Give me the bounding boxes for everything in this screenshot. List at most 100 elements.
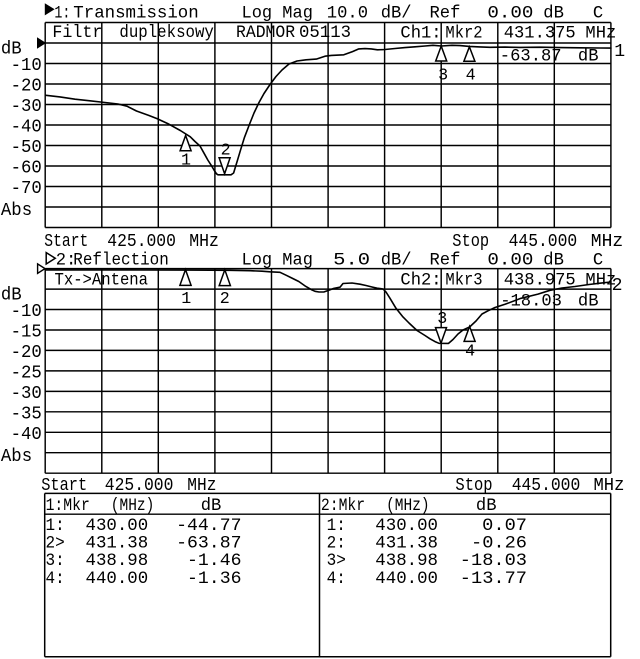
svg-text:Transmission: Transmission <box>73 4 198 23</box>
svg-text:dB: dB <box>1 39 22 59</box>
svg-text:-50: -50 <box>11 138 42 158</box>
svg-text:425.000: 425.000 <box>107 232 176 252</box>
svg-text:Mkr2: Mkr2 <box>445 24 482 43</box>
svg-text:2:: 2: <box>327 535 346 554</box>
svg-text:-20: -20 <box>11 343 42 363</box>
svg-text:RADMOR: RADMOR <box>236 24 295 43</box>
svg-text:2: 2 <box>612 276 623 296</box>
svg-text:MHz: MHz <box>585 272 616 291</box>
svg-text:C: C <box>593 4 603 23</box>
svg-text:Tx->Antena: Tx->Antena <box>55 272 149 291</box>
svg-text:0.00: 0.00 <box>487 4 533 23</box>
svg-text:-30: -30 <box>11 384 42 404</box>
svg-text:Reflection: Reflection <box>73 251 169 270</box>
svg-text:dB: dB <box>476 497 497 516</box>
svg-text:dB: dB <box>201 497 222 516</box>
svg-text:(MHz): (MHz) <box>111 497 155 516</box>
svg-text:-25: -25 <box>11 364 42 384</box>
svg-text:3>: 3> <box>327 552 346 571</box>
svg-text:4: 4 <box>465 343 475 362</box>
svg-text:1: 1 <box>614 42 625 62</box>
svg-text:dB: dB <box>578 293 599 312</box>
svg-text:431.375: 431.375 <box>504 24 576 43</box>
svg-text:-63.87: -63.87 <box>500 48 562 67</box>
svg-text:-63.87: -63.87 <box>176 535 241 554</box>
svg-text:0.07: 0.07 <box>482 517 527 536</box>
svg-text:MHz: MHz <box>189 232 219 252</box>
svg-text:Ch1:: Ch1: <box>400 24 441 43</box>
svg-text:Ref: Ref <box>430 251 461 270</box>
svg-text:Mkr3: Mkr3 <box>445 272 482 291</box>
svg-text:Log Mag: Log Mag <box>242 251 313 270</box>
svg-text:438.98: 438.98 <box>375 552 438 571</box>
svg-text:10.0: 10.0 <box>327 4 368 23</box>
svg-text:1:: 1: <box>46 517 65 536</box>
svg-text:438.975: 438.975 <box>504 272 576 291</box>
svg-text:dupleksowy: dupleksowy <box>119 24 213 43</box>
svg-text:440.00: 440.00 <box>86 570 149 589</box>
svg-text:dB/: dB/ <box>381 251 412 270</box>
svg-text:445.000: 445.000 <box>509 232 578 252</box>
svg-text:4:: 4: <box>46 570 65 589</box>
svg-text:1:: 1: <box>54 4 70 23</box>
svg-text:-30: -30 <box>11 97 42 117</box>
svg-text:438.98: 438.98 <box>86 552 149 571</box>
svg-text:Stop: Stop <box>452 232 489 252</box>
svg-text:2>: 2> <box>46 535 65 554</box>
svg-text:MHz: MHz <box>591 232 623 252</box>
svg-text:Ref: Ref <box>430 4 461 23</box>
svg-text:-1.36: -1.36 <box>187 570 242 589</box>
svg-text:Start: Start <box>41 476 87 496</box>
svg-text:-13.77: -13.77 <box>460 570 527 589</box>
svg-text:-18.03: -18.03 <box>460 552 527 571</box>
svg-text:Abs: Abs <box>1 447 32 467</box>
svg-text:-10: -10 <box>11 302 42 322</box>
svg-text:Abs: Abs <box>1 201 32 221</box>
svg-text:1: 1 <box>181 152 191 171</box>
svg-text:05113: 05113 <box>299 24 351 43</box>
svg-text:Ch2:: Ch2: <box>400 272 441 291</box>
svg-text:3: 3 <box>438 67 448 86</box>
svg-text:2:Mkr: 2:Mkr <box>321 497 365 516</box>
svg-text:0.00: 0.00 <box>487 251 533 270</box>
svg-text:Start: Start <box>44 232 88 252</box>
svg-text:MHz: MHz <box>585 24 616 43</box>
svg-text:-44.77: -44.77 <box>176 517 241 536</box>
svg-text:2:: 2: <box>56 251 77 270</box>
svg-text:431.38: 431.38 <box>375 535 438 554</box>
svg-text:425.000: 425.000 <box>105 476 174 496</box>
svg-text:-1.46: -1.46 <box>187 552 242 571</box>
svg-text:MHz: MHz <box>187 476 216 496</box>
svg-text:2: 2 <box>220 290 230 309</box>
svg-text:-10: -10 <box>11 56 42 76</box>
svg-text:3: 3 <box>437 310 447 329</box>
svg-text:1:: 1: <box>327 517 346 536</box>
svg-text:(MHz): (MHz) <box>386 497 430 516</box>
svg-text:5.0: 5.0 <box>333 251 370 270</box>
svg-text:3:: 3: <box>46 552 65 571</box>
svg-text:440.00: 440.00 <box>375 570 438 589</box>
svg-text:dB: dB <box>543 4 564 23</box>
svg-text:-15: -15 <box>11 323 42 343</box>
svg-text:Stop: Stop <box>455 476 492 496</box>
svg-text:1:Mkr: 1:Mkr <box>46 497 90 516</box>
svg-text:dB: dB <box>1 285 22 305</box>
svg-text:-20: -20 <box>11 77 42 97</box>
svg-text:2: 2 <box>221 141 231 160</box>
svg-text:Filtr: Filtr <box>52 24 102 43</box>
svg-text:C: C <box>593 251 603 270</box>
svg-text:-70: -70 <box>11 179 42 199</box>
svg-text:4: 4 <box>466 67 476 86</box>
svg-text:dB: dB <box>578 48 599 67</box>
svg-text:430.00: 430.00 <box>86 517 149 536</box>
svg-text:1: 1 <box>181 290 191 309</box>
svg-text:4:: 4: <box>327 570 346 589</box>
svg-text:-40: -40 <box>11 118 42 138</box>
svg-text:430.00: 430.00 <box>375 517 438 536</box>
svg-text:445.000: 445.000 <box>512 476 581 496</box>
svg-text:-40: -40 <box>11 425 42 445</box>
svg-text:dB/: dB/ <box>381 4 412 23</box>
svg-text:-35: -35 <box>11 404 42 424</box>
svg-text:MHz: MHz <box>594 476 625 496</box>
svg-text:-18.03: -18.03 <box>500 293 562 312</box>
